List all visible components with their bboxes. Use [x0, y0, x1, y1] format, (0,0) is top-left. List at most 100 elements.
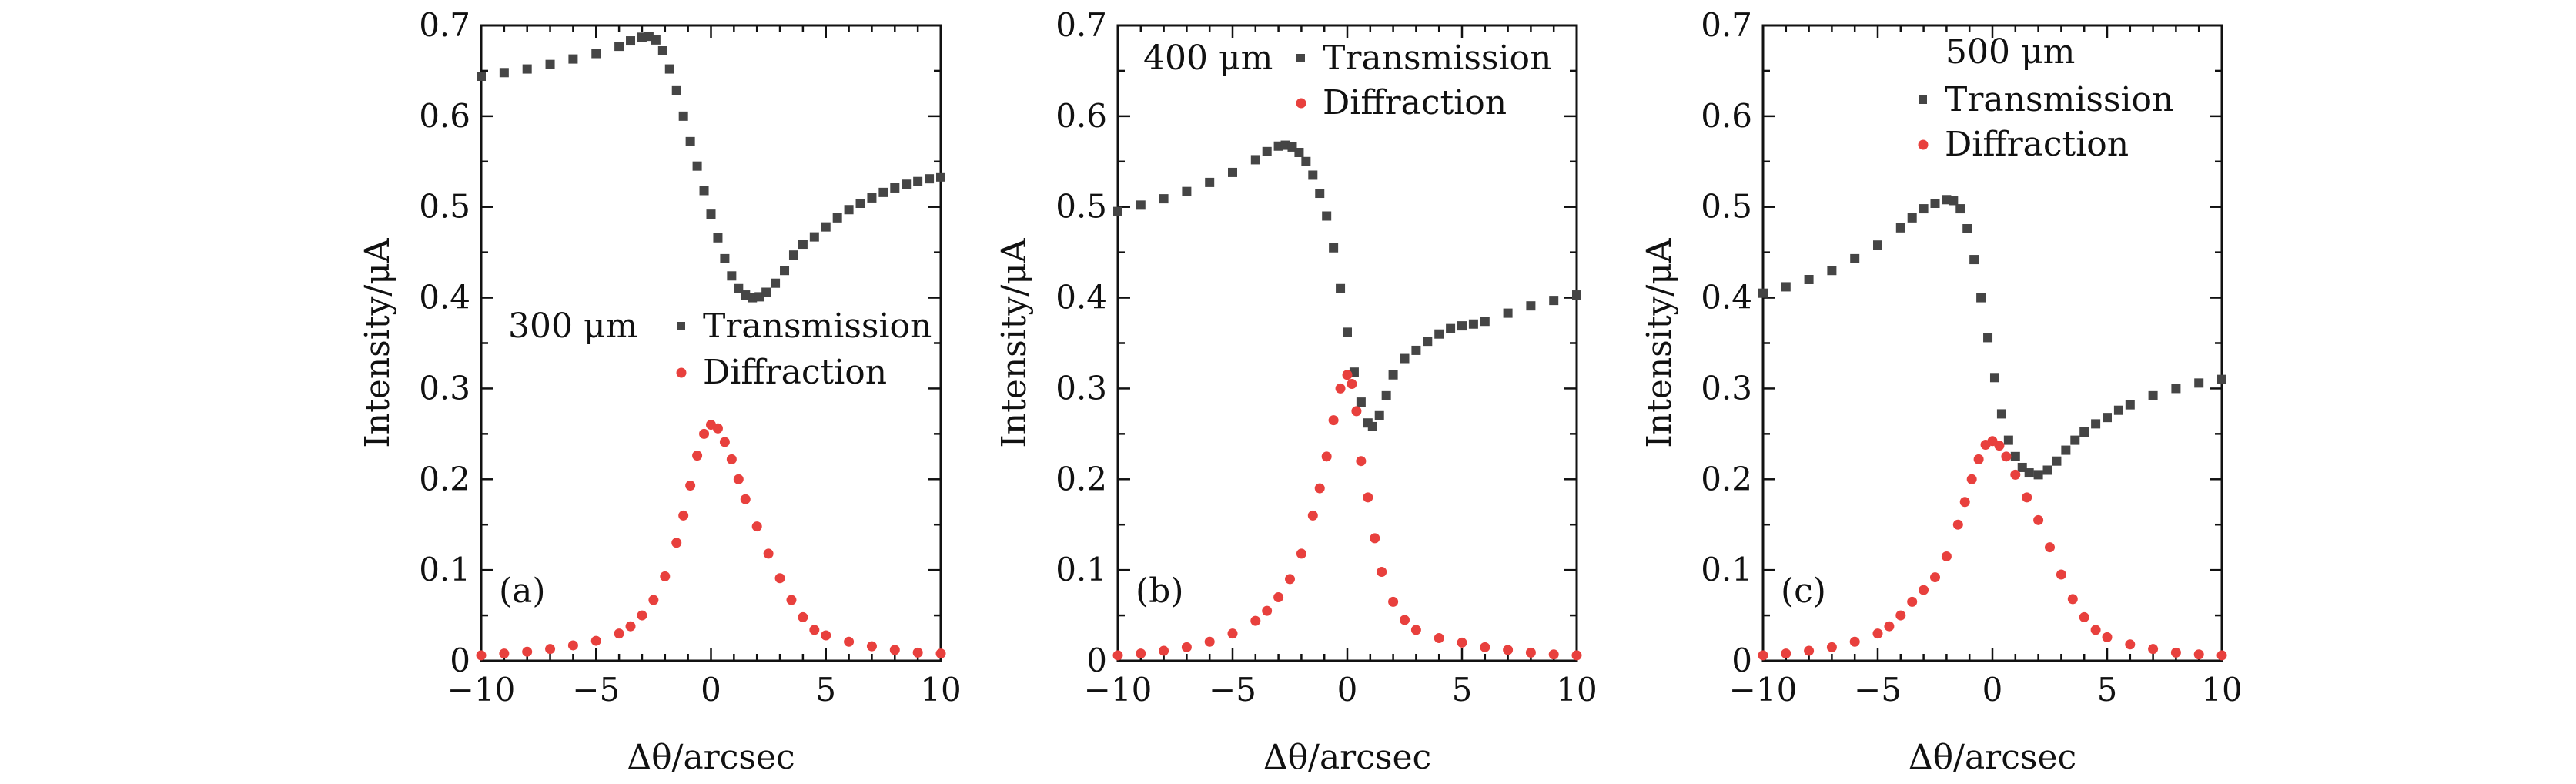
x-tick-label: −5	[1854, 671, 1902, 709]
transmission-point	[2010, 451, 2020, 461]
transmission-point	[1308, 170, 1318, 180]
diffraction-point	[1434, 633, 1444, 644]
x-tick-label: 10	[920, 671, 961, 709]
diffraction-point	[1356, 456, 1367, 467]
y-tick-label: 0	[450, 642, 470, 679]
diffraction-point	[1314, 483, 1325, 494]
transmission-point	[699, 186, 709, 196]
diffraction-point	[2045, 542, 2055, 553]
transmission-point	[522, 64, 532, 74]
transmission-point	[1850, 253, 1860, 263]
diffraction-point	[2001, 451, 2012, 462]
transmission-point	[1572, 290, 1581, 300]
transmission-point	[1356, 397, 1366, 407]
y-tick-label: 0	[1731, 642, 1752, 679]
transmission-point	[706, 209, 716, 219]
transmission-point	[671, 85, 681, 95]
transmission-point	[1895, 223, 1905, 233]
diffraction-point	[545, 644, 556, 655]
diffraction-point	[614, 628, 624, 639]
transmission-point	[1962, 224, 1972, 233]
transmission-point	[809, 232, 819, 242]
transmission-point	[2103, 413, 2112, 423]
transmission-point	[2217, 374, 2226, 384]
diffraction-point	[1781, 648, 1791, 659]
y-tick-label: 0.6	[419, 97, 470, 135]
legend-label-transmission: Transmission	[703, 307, 932, 346]
y-axis-label: Intensity/μA	[358, 237, 397, 447]
transmission-point	[591, 49, 601, 59]
transmission-point	[2194, 378, 2204, 388]
transmission-point	[1423, 337, 1433, 347]
transmission-point	[1969, 255, 1979, 265]
diffraction-point	[625, 621, 636, 632]
legend-marker-diffraction	[1918, 139, 1929, 150]
transmission-point	[1205, 177, 1215, 187]
plot-frame	[1761, 24, 2223, 662]
transmission-point	[1228, 167, 1237, 177]
y-tick-label: 0.7	[1701, 6, 1752, 44]
transmission-point	[1434, 329, 1444, 339]
legend-label-transmission: Transmission	[1323, 39, 1551, 78]
x-tick-label: 5	[2097, 671, 2118, 709]
series-diffraction	[1112, 370, 1582, 661]
diffraction-point	[2033, 514, 2044, 525]
diffraction-point	[733, 474, 744, 484]
legend-marker-diffraction	[676, 367, 687, 378]
transmission-point	[1367, 421, 1377, 431]
diffraction-point	[699, 428, 710, 439]
transmission-point	[1457, 321, 1467, 331]
transmission-point	[2113, 405, 2123, 415]
diffraction-point	[763, 548, 774, 559]
y-tick-label: 0.7	[1055, 6, 1107, 44]
transmission-point	[1315, 189, 1325, 199]
diffraction-point	[522, 646, 533, 657]
transmission-point	[780, 266, 790, 276]
transmission-point	[1374, 410, 1384, 420]
transmission-point	[692, 161, 702, 171]
transmission-point	[1804, 275, 1814, 284]
y-tick-label: 0.1	[1055, 551, 1107, 588]
diffraction-point	[2170, 647, 2181, 658]
y-tick-label: 0.6	[1701, 97, 1752, 135]
x-tick-label: −10	[447, 671, 516, 709]
diffraction-point	[1307, 510, 1318, 521]
transmission-point	[1907, 213, 1917, 223]
diffraction-point	[1457, 637, 1467, 648]
diffraction-point	[685, 481, 696, 491]
transmission-point	[1930, 199, 1940, 208]
x-tick-label: −5	[1209, 671, 1256, 709]
diffraction-point	[1159, 645, 1169, 656]
diffraction-point	[798, 611, 808, 622]
diffraction-point	[2193, 649, 2204, 660]
transmission-point	[1301, 156, 1311, 166]
transmission-point	[867, 193, 877, 203]
diffraction-point	[637, 610, 647, 621]
legend-label-diffraction: Diffraction	[1323, 83, 1507, 122]
diffraction-point	[671, 538, 682, 548]
diffraction-point	[1895, 610, 1906, 621]
diffraction-point	[1525, 647, 1536, 658]
y-tick-label: 0.5	[1701, 188, 1752, 226]
diffraction-point	[1966, 474, 1977, 484]
x-tick-label: −10	[1729, 671, 1798, 709]
diffraction-point	[590, 635, 601, 646]
diffraction-point	[2022, 492, 2032, 503]
transmission-point	[2033, 470, 2043, 480]
x-tick-label: 10	[2201, 671, 2242, 709]
y-axis-label: Intensity/μA	[995, 237, 1034, 447]
transmission-point	[1989, 373, 1999, 383]
transmission-point	[626, 36, 636, 46]
y-tick-label: 0.3	[1701, 369, 1752, 407]
diffraction-point	[1410, 625, 1421, 635]
diffraction-point	[821, 630, 831, 641]
transmission-point	[1322, 211, 1332, 221]
transmission-point	[568, 54, 578, 64]
diffraction-point	[499, 648, 510, 659]
diffraction-point	[912, 647, 923, 658]
diffraction-point	[1227, 628, 1238, 639]
diffraction-point	[648, 595, 659, 605]
transmission-point	[1468, 319, 1478, 329]
transmission-point	[1336, 283, 1346, 293]
diffraction-point	[1347, 379, 1357, 390]
